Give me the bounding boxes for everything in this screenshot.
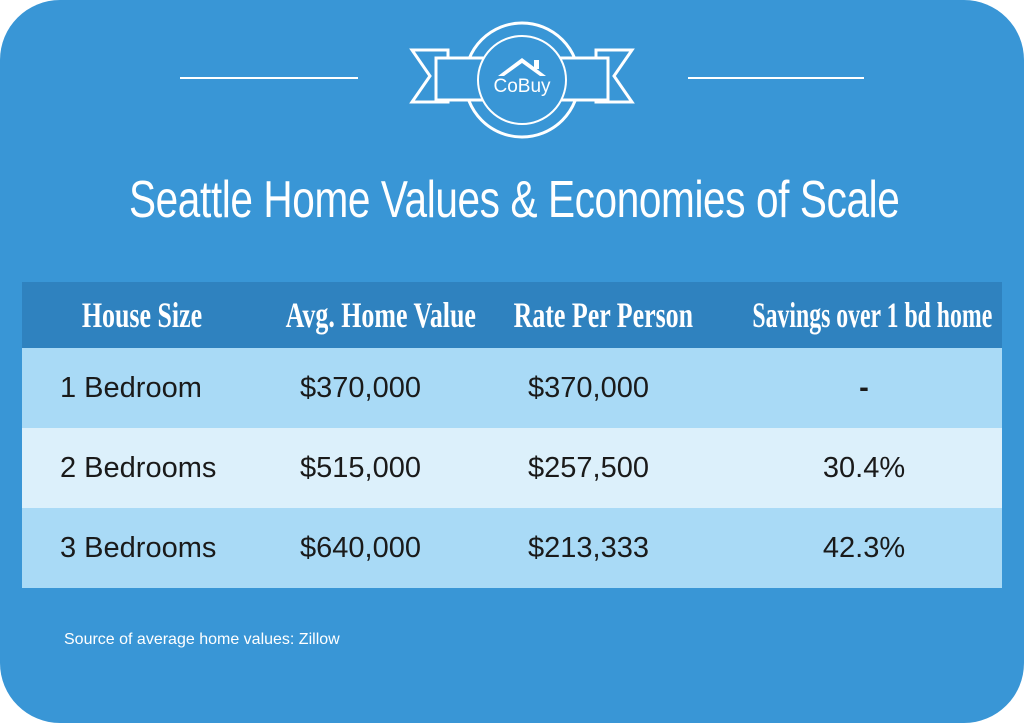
header-rate-per-person: Rate Per Person <box>513 295 694 335</box>
header-house-size: House Size <box>81 295 203 335</box>
cell-rate-per-person: $257,500 <box>528 452 649 484</box>
badge-inner-ring <box>477 35 567 125</box>
cell-savings: 42.3% <box>822 532 906 564</box>
brand-name: CoBuy <box>493 76 551 97</box>
header-savings: Savings over 1 bd home <box>752 295 993 335</box>
left-divider <box>180 77 358 79</box>
table-row: 1 Bedroom $370,000 $370,000 - <box>22 348 1002 428</box>
cell-avg-home-value: $515,000 <box>300 452 421 484</box>
right-divider <box>688 77 864 79</box>
house-roof-icon <box>498 58 546 76</box>
cell-house-size: 3 Bedrooms <box>60 532 217 564</box>
table-header-row: House Size Avg. Home Value Rate Per Pers… <box>22 282 1002 348</box>
cell-avg-home-value: $370,000 <box>300 372 421 404</box>
cell-house-size: 1 Bedroom <box>60 372 202 404</box>
cell-rate-per-person: $370,000 <box>528 372 649 404</box>
cell-house-size: 2 Bedrooms <box>60 452 217 484</box>
table-row: 3 Bedrooms $640,000 $213,333 42.3% <box>22 508 1002 588</box>
table-row: 2 Bedrooms $515,000 $257,500 30.4% <box>22 428 1002 508</box>
cell-rate-per-person: $213,333 <box>528 532 649 564</box>
cobuy-logo <box>409 21 635 139</box>
home-values-table: House Size Avg. Home Value Rate Per Pers… <box>22 282 1002 588</box>
cell-savings: 30.4% <box>822 452 906 484</box>
header-avg-home-value: Avg. Home Value <box>285 295 476 335</box>
page-title: Seattle Home Values & Economies of Scale <box>128 171 900 229</box>
cell-avg-home-value: $640,000 <box>300 532 421 564</box>
cell-savings: - <box>859 372 869 404</box>
source-note: Source of average home values: Zillow <box>64 631 340 648</box>
